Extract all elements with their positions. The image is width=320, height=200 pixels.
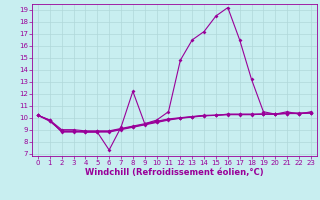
X-axis label: Windchill (Refroidissement éolien,°C): Windchill (Refroidissement éolien,°C) [85, 168, 264, 177]
